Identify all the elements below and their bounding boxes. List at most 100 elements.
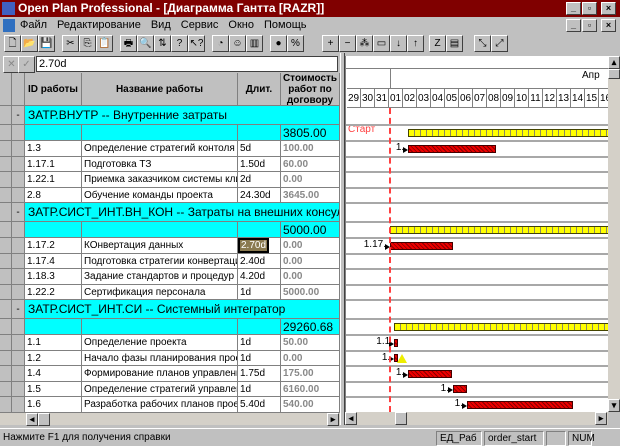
task-bar[interactable] — [408, 144, 497, 153]
paste-button[interactable]: 📋 — [96, 35, 113, 52]
task-name[interactable]: Разработка рабочих планов проекта — [82, 397, 238, 413]
resource-button[interactable]: ☺ — [229, 35, 246, 52]
down-button[interactable]: ↓ — [390, 35, 407, 52]
progress-button[interactable]: ● — [270, 35, 287, 52]
row-selector[interactable] — [0, 381, 12, 397]
task-duration[interactable]: 1d — [238, 350, 281, 366]
unlink-button[interactable]: ▭ — [373, 35, 390, 52]
column-header-name[interactable]: Название работы — [82, 73, 238, 106]
row-selector[interactable] — [0, 106, 12, 125]
print-button[interactable]: 🖶 — [120, 35, 137, 52]
task-cost[interactable]: 3645.00 — [281, 187, 340, 203]
scroll-down-button[interactable]: ▾ — [608, 399, 620, 412]
task-duration[interactable]: 1d — [238, 335, 281, 351]
task-id[interactable]: 1.17.2 — [25, 238, 82, 254]
sort-button[interactable]: ⇅ — [154, 35, 171, 52]
task-name[interactable]: Приемка заказчиком системы клиент — [82, 172, 238, 188]
copy-button[interactable]: ⎘ — [79, 35, 96, 52]
row-selector[interactable] — [0, 350, 12, 366]
task-cost[interactable]: 0.00 — [281, 238, 340, 254]
row-selector[interactable] — [0, 187, 12, 203]
task-bar[interactable] — [394, 338, 399, 347]
row-selector[interactable] — [0, 156, 12, 172]
row-selector[interactable] — [0, 335, 12, 351]
v-scroll-thumb[interactable] — [608, 69, 620, 79]
menu-item-2[interactable]: Вид — [150, 19, 171, 31]
row-selector[interactable] — [0, 125, 12, 141]
task-id[interactable]: 1.17.4 — [25, 253, 82, 269]
task-cost[interactable]: 50.00 — [281, 335, 340, 351]
summary-bar[interactable] — [394, 323, 608, 331]
task-duration[interactable]: 2.70d — [238, 238, 281, 254]
task-name[interactable]: КОнвертация данных — [82, 238, 238, 254]
task-cost[interactable]: 0.00 — [281, 253, 340, 269]
summary-bar[interactable] — [390, 226, 608, 234]
task-cost[interactable]: 540.00 — [281, 397, 340, 413]
context-help-button[interactable]: ↖? — [188, 35, 205, 52]
gantt-scroll-left[interactable]: ◂ — [345, 412, 357, 425]
row-selector[interactable] — [0, 397, 12, 413]
row-selector[interactable] — [0, 319, 12, 335]
histogram-button[interactable]: ▥ — [246, 35, 263, 52]
task-bar[interactable] — [390, 241, 453, 250]
task-id[interactable]: 1.2 — [25, 350, 82, 366]
row-selector[interactable] — [0, 203, 12, 222]
menu-item-5[interactable]: Помощь — [263, 19, 307, 31]
zoom-out-button[interactable]: ⤢ — [491, 35, 508, 52]
doc-restore-button[interactable]: ▫ — [582, 19, 597, 32]
task-id[interactable]: 1.22.2 — [25, 284, 82, 300]
save-button[interactable]: 💾 — [38, 35, 55, 52]
summary-bar[interactable] — [408, 129, 608, 137]
task-duration[interactable]: 2.40d — [238, 253, 281, 269]
task-id[interactable]: 1.6 — [25, 397, 82, 413]
task-cost[interactable]: 5000.00 — [281, 284, 340, 300]
task-duration[interactable]: 5d — [238, 141, 281, 157]
task-name[interactable]: Формирование планов управления — [82, 366, 238, 382]
table-button[interactable]: ▤ — [446, 35, 463, 52]
task-duration[interactable]: 5.40d — [238, 397, 281, 413]
row-selector[interactable] — [0, 141, 12, 157]
clock-button[interactable]: ◔ — [212, 35, 229, 52]
row-selector[interactable] — [0, 366, 12, 382]
task-cost[interactable]: 0.00 — [281, 269, 340, 285]
grid-horizontal-scrollbar[interactable]: ◂ ▸ — [0, 412, 340, 426]
task-cost[interactable]: 0.00 — [281, 172, 340, 188]
task-cost[interactable]: 100.00 — [281, 141, 340, 157]
task-bar[interactable] — [453, 385, 467, 394]
accept-edit-button[interactable]: ✓ — [18, 56, 35, 73]
milestone-marker[interactable] — [397, 353, 408, 363]
percent-button[interactable]: % — [287, 35, 304, 52]
task-duration[interactable]: 24.30d — [238, 187, 281, 203]
cut-button[interactable]: ✂ — [62, 35, 79, 52]
add-button[interactable]: + — [322, 35, 339, 52]
gantt-scroll-thumb[interactable] — [395, 412, 407, 425]
task-duration[interactable]: 2d — [238, 172, 281, 188]
task-name[interactable]: Начало фазы планирования проекта — [82, 350, 238, 366]
doc-close-button[interactable]: × — [601, 19, 616, 32]
cell-edit-input[interactable]: 2.70d — [36, 56, 338, 72]
task-name[interactable]: Задание стандартов и процедур по д — [82, 269, 238, 285]
new-button[interactable]: 🗋 — [4, 35, 21, 52]
restore-button[interactable]: ▫ — [582, 2, 597, 15]
task-duration[interactable]: 1d — [238, 284, 281, 300]
task-name[interactable]: Определение стратегий контоля и отч — [82, 141, 238, 157]
task-cost[interactable]: 175.00 — [281, 366, 340, 382]
scroll-right-button[interactable]: ▸ — [327, 413, 339, 426]
task-cost[interactable]: 6160.00 — [281, 381, 340, 397]
task-id[interactable]: 1.5 — [25, 381, 82, 397]
collapse-toggle[interactable]: - — [12, 300, 25, 319]
column-header-duration[interactable]: Длит. — [238, 73, 281, 106]
task-bar[interactable] — [408, 369, 452, 378]
task-name[interactable]: Подготовка ТЗ — [82, 156, 238, 172]
menu-item-0[interactable]: Файл — [20, 19, 48, 31]
row-selector[interactable] — [0, 300, 12, 319]
row-selector[interactable] — [0, 253, 12, 269]
gantt-scroll-right[interactable]: ▸ — [595, 412, 607, 425]
task-name[interactable]: Обучение команды проекта — [82, 187, 238, 203]
pane-splitter[interactable] — [340, 53, 345, 425]
task-id[interactable]: 1.3 — [25, 141, 82, 157]
task-name[interactable]: Сертификация персонала — [82, 284, 238, 300]
task-name[interactable]: Определение проекта — [82, 335, 238, 351]
row-selector[interactable] — [0, 284, 12, 300]
doc-minimize-button[interactable]: _ — [566, 19, 581, 32]
